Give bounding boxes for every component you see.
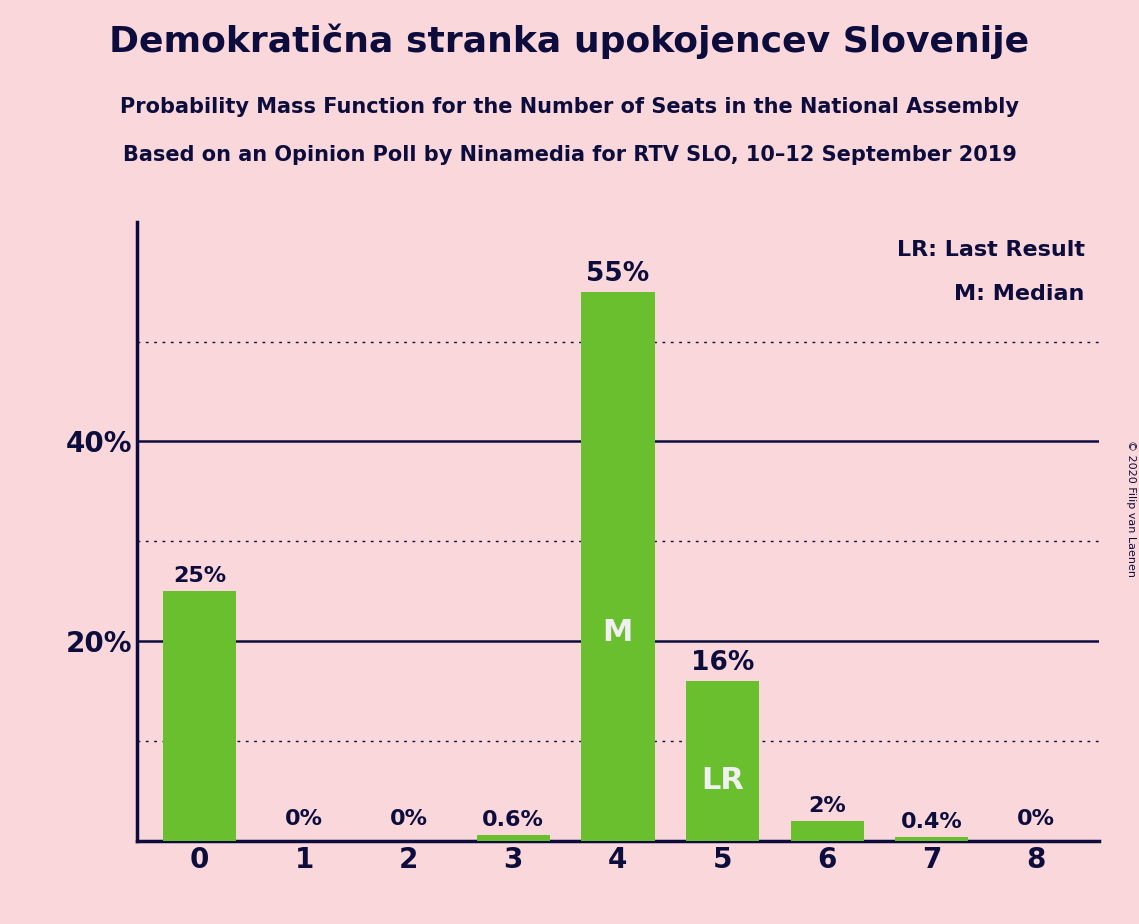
Bar — [895, 837, 968, 841]
Text: 0.4%: 0.4% — [901, 812, 962, 832]
Text: M: M — [603, 617, 633, 647]
Text: Based on an Opinion Poll by Ninamedia for RTV SLO, 10–12 September 2019: Based on an Opinion Poll by Ninamedia fo… — [123, 145, 1016, 165]
Text: LR: LR — [702, 766, 744, 795]
Text: © 2020 Filip van Laenen: © 2020 Filip van Laenen — [1125, 440, 1136, 577]
Text: M: Median: M: Median — [954, 284, 1084, 304]
Bar — [686, 681, 759, 841]
Bar — [581, 292, 655, 841]
Text: 2%: 2% — [809, 796, 846, 816]
Bar — [790, 821, 863, 841]
Text: 0.6%: 0.6% — [482, 809, 544, 830]
Text: 16%: 16% — [691, 650, 754, 676]
Text: 0%: 0% — [1017, 808, 1056, 829]
Text: 25%: 25% — [173, 566, 226, 586]
Bar — [163, 591, 236, 841]
Text: 0%: 0% — [285, 808, 323, 829]
Text: Demokratična stranka upokojencev Slovenije: Demokratična stranka upokojencev Sloveni… — [109, 23, 1030, 58]
Bar — [477, 835, 550, 841]
Text: 0%: 0% — [390, 808, 427, 829]
Text: LR: Last Result: LR: Last Result — [896, 240, 1084, 261]
Text: 55%: 55% — [587, 261, 649, 286]
Text: Probability Mass Function for the Number of Seats in the National Assembly: Probability Mass Function for the Number… — [120, 97, 1019, 117]
